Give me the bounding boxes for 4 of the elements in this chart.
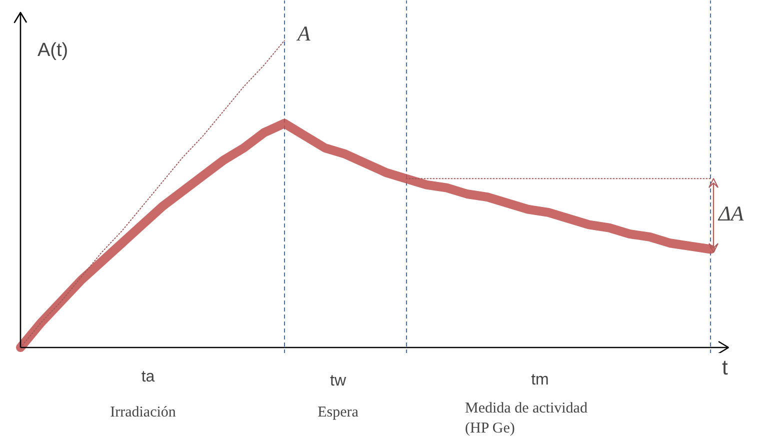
annotation: A <box>296 22 310 46</box>
y-axis-title: A(t) <box>38 40 68 61</box>
annotation: ΔA <box>718 202 744 226</box>
xlabel: t <box>722 355 728 382</box>
